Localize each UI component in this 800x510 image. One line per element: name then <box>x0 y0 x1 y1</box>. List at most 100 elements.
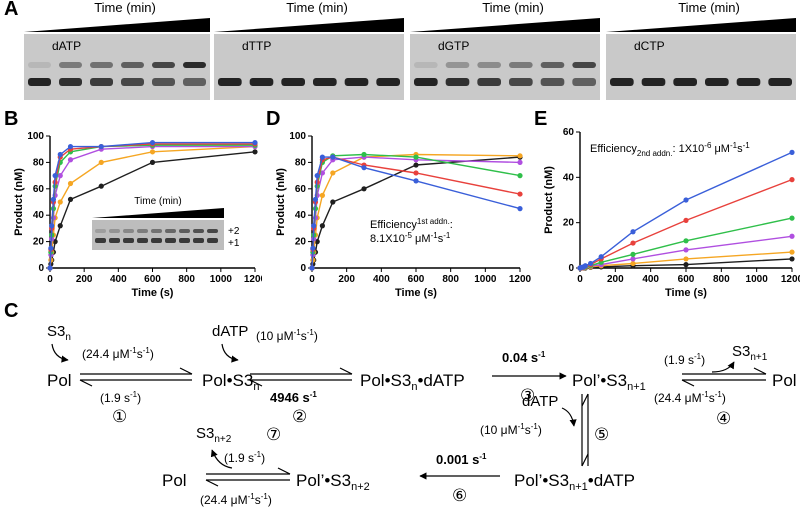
x-tick-label: 800 <box>713 274 730 285</box>
inset-band-label: +2 <box>228 226 240 237</box>
inset-band-label: +1 <box>228 238 240 249</box>
data-point <box>598 254 604 260</box>
x-tick-label: 800 <box>442 274 459 285</box>
k6-rate: 0.001 s-1 <box>436 452 487 467</box>
series-line <box>311 156 521 269</box>
data-point <box>413 162 419 168</box>
data-point <box>789 149 795 155</box>
gel-band-lower <box>705 78 729 86</box>
data-point <box>314 173 320 179</box>
x-tick-label: 600 <box>144 274 161 285</box>
x-tick-label: 400 <box>373 274 390 285</box>
inset-band-lower <box>123 238 134 243</box>
pol-label-3: Pol <box>162 471 187 490</box>
panel-label-e: E <box>534 108 548 130</box>
gel-band-lower <box>736 78 761 86</box>
x-tick-label: 800 <box>178 274 195 285</box>
step-1: ① <box>112 407 127 426</box>
x-tick-label: 1200 <box>509 274 532 285</box>
panel-label-d: D <box>266 108 281 130</box>
data-point <box>588 260 594 267</box>
data-point <box>319 223 325 229</box>
step-4: ④ <box>716 409 731 428</box>
y-tick-label: 80 <box>33 157 45 168</box>
pol-label: Pol <box>47 371 72 390</box>
inset-band-upper <box>193 229 204 233</box>
y-tick-label: 60 <box>563 127 575 138</box>
gel-background <box>24 34 210 100</box>
data-point <box>630 240 636 246</box>
gel-band-upper <box>90 62 113 68</box>
gel-band-lower <box>673 78 697 86</box>
efficiency-annotation: Efficiency2nd addn.: 1X10-6 μM-1s-1 <box>590 141 750 158</box>
data-point <box>50 196 57 202</box>
data-point <box>413 178 419 184</box>
x-tick-label: 400 <box>642 274 659 285</box>
x-tick-label: 200 <box>76 274 93 285</box>
inset-band-lower <box>165 238 176 243</box>
gel-band-lower <box>59 78 82 86</box>
inset-band-upper <box>123 229 134 233</box>
y-tick-label: 100 <box>27 131 44 142</box>
data-point <box>57 151 63 158</box>
pol-s3n-datp-label: Pol•S3n•dATP <box>360 371 465 393</box>
polp-s3n1-datp-label: Pol’•S3n+1•dATP <box>514 471 635 493</box>
time-wedge <box>606 18 796 32</box>
data-point <box>683 197 689 203</box>
nucleotide-label: dGTP <box>438 39 469 53</box>
inset-band-upper <box>95 229 106 233</box>
data-point <box>98 143 104 150</box>
data-point <box>361 186 367 192</box>
y-tick-label: 80 <box>295 157 307 168</box>
k2-reverse: 4946 s-1 <box>270 390 317 405</box>
data-point <box>582 263 588 269</box>
y-tick-label: 0 <box>38 263 44 274</box>
x-tick-label: 1000 <box>746 274 769 285</box>
data-point <box>67 180 74 187</box>
datp-label-2: dATP <box>522 393 558 410</box>
kinetic-scheme: S3n (24.4 μM-1s-1) Pol (1.9 s-1) ① Pol•S… <box>47 323 797 507</box>
gel-background <box>214 34 404 100</box>
step-5: ⑤ <box>594 425 609 444</box>
data-point <box>48 245 54 251</box>
y-tick-label: 100 <box>289 131 306 142</box>
panel-label-c: C <box>4 300 19 322</box>
data-point <box>98 183 104 189</box>
polp-s3n2-label: Pol’•S3n+2 <box>296 471 370 493</box>
k7-forward: (1.9 s-1) <box>224 450 265 465</box>
gel-band-lower <box>121 78 144 86</box>
gel-time-label: Time (min) <box>286 0 348 15</box>
polp-s3n1-label: Pol’•S3n+1 <box>572 371 646 393</box>
inset-band-lower <box>95 238 106 243</box>
data-point <box>149 149 156 155</box>
gel-time-label: Time (min) <box>482 0 544 15</box>
data-point <box>789 233 795 239</box>
data-point <box>149 140 156 146</box>
gel-background <box>606 34 796 100</box>
data-point <box>252 149 258 155</box>
k3-rate: 0.04 s-1 <box>502 350 546 365</box>
s3n2-label: S3n+2 <box>196 425 232 445</box>
data-point <box>319 154 325 160</box>
panel-label-a: A <box>4 0 19 20</box>
inset-band-lower <box>179 238 190 243</box>
gel-band-upper <box>183 62 206 68</box>
time-wedge <box>24 18 210 32</box>
gel-band-lower <box>344 78 369 86</box>
x-tick-label: 600 <box>408 274 425 285</box>
gel-band-upper <box>572 62 596 68</box>
y-axis-label: Product (nM) <box>13 168 25 236</box>
k4-reverse: (24.4 μM-1s-1) <box>654 390 726 405</box>
gel-band-lower <box>414 78 438 86</box>
inset-gel-background <box>92 220 224 250</box>
step-3: ③ <box>520 386 535 405</box>
data-point <box>517 206 523 212</box>
data-point <box>330 170 336 176</box>
gel-band-lower <box>218 78 242 86</box>
gel-band-upper <box>414 62 438 68</box>
x-axis-label: Time (s) <box>665 287 707 299</box>
gel-band-upper <box>28 62 51 68</box>
data-point <box>47 265 53 271</box>
k4-forward: (1.9 s-1) <box>664 352 705 367</box>
data-point <box>319 192 325 198</box>
